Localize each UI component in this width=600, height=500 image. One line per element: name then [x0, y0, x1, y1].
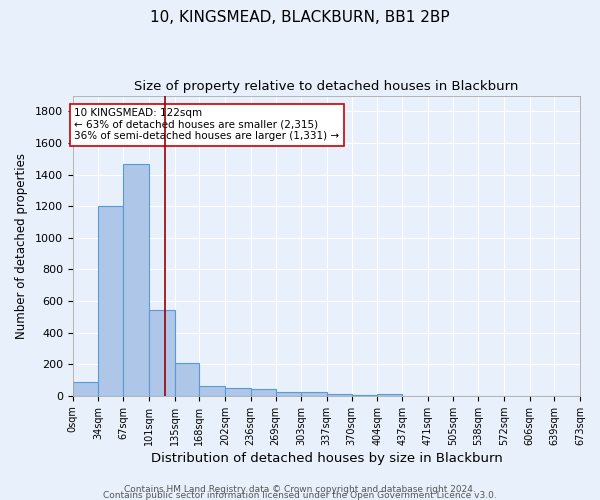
Text: Contains public sector information licensed under the Open Government Licence v3: Contains public sector information licen… [103, 490, 497, 500]
Text: 10 KINGSMEAD: 122sqm
← 63% of detached houses are smaller (2,315)
36% of semi-de: 10 KINGSMEAD: 122sqm ← 63% of detached h… [74, 108, 340, 142]
Text: Contains HM Land Registry data © Crown copyright and database right 2024.: Contains HM Land Registry data © Crown c… [124, 484, 476, 494]
Bar [251, 389, 275, 396]
Bar [199, 386, 225, 396]
Bar [301, 392, 327, 396]
Bar [225, 388, 251, 396]
Bar [275, 392, 301, 396]
Title: Size of property relative to detached houses in Blackburn: Size of property relative to detached ho… [134, 80, 518, 93]
X-axis label: Distribution of detached houses by size in Blackburn: Distribution of detached houses by size … [151, 452, 502, 465]
Bar [149, 310, 175, 396]
Bar [73, 382, 98, 396]
Y-axis label: Number of detached properties: Number of detached properties [15, 152, 28, 338]
Bar [175, 364, 199, 396]
Bar [377, 394, 402, 396]
Bar [98, 206, 123, 396]
Bar [327, 394, 352, 396]
Bar [123, 164, 149, 396]
Text: 10, KINGSMEAD, BLACKBURN, BB1 2BP: 10, KINGSMEAD, BLACKBURN, BB1 2BP [150, 10, 450, 25]
